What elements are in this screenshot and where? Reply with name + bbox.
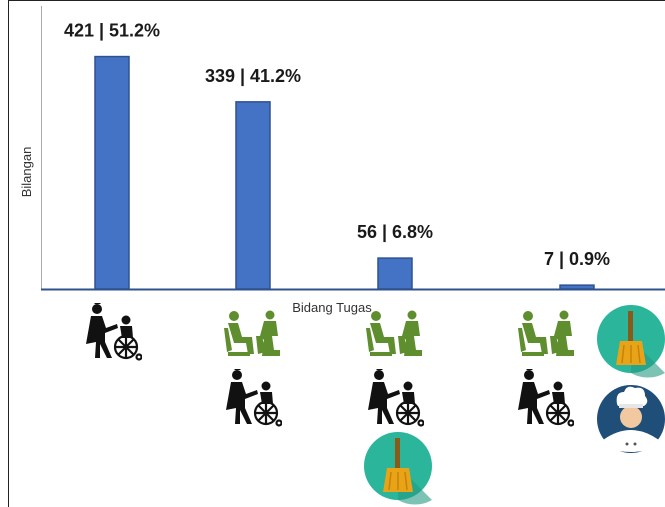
data-label-3: 56 | 6.8% [357, 222, 433, 242]
seated-care-icon [518, 310, 574, 356]
data-label-1: 421 | 51.2% [64, 21, 160, 41]
bar-4 [559, 284, 595, 290]
bar-1 [94, 55, 130, 290]
bars [94, 55, 595, 290]
broom-icon [364, 432, 432, 505]
data-labels: 421 | 51.2% 339 | 41.2% 56 | 6.8% 7 | 0.9% [64, 21, 610, 270]
broom-icon [597, 305, 665, 378]
wheelchair-carer-icon [366, 368, 424, 427]
category-2-icons [224, 310, 282, 427]
bar-3 [377, 257, 413, 290]
x-axis-title: Bidang Tugas [292, 300, 372, 315]
bar-2 [235, 101, 271, 290]
seated-care-icon [224, 310, 280, 356]
data-label-2: 339 | 41.2% [205, 66, 301, 86]
chef-icon [597, 385, 665, 453]
category-1-icons [84, 302, 142, 361]
category-4-icons [516, 305, 665, 453]
data-label-4: 7 | 0.9% [544, 249, 610, 269]
wheelchair-carer-icon [84, 302, 142, 361]
y-axis-title: Bilangan [19, 147, 34, 198]
category-3-icons [364, 310, 432, 505]
wheelchair-carer-icon [224, 368, 282, 427]
seated-care-icon [366, 310, 422, 356]
wheelchair-carer-icon [516, 368, 574, 427]
